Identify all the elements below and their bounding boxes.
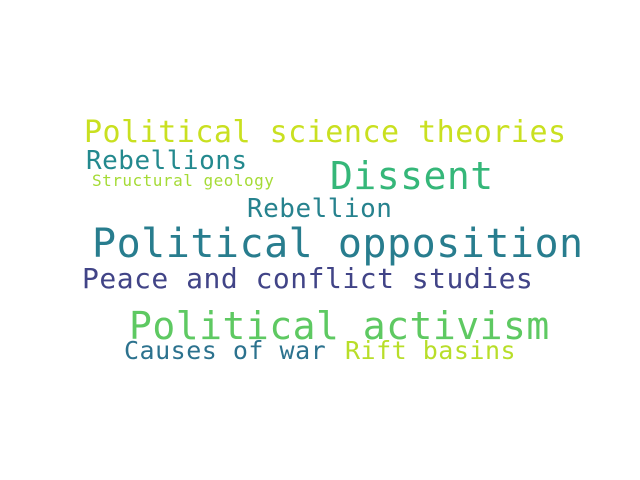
word-structural-geology: Structural geology	[92, 171, 275, 190]
word-rebellion: Rebellion	[247, 194, 393, 224]
word-political-activism: Political activism	[129, 304, 550, 348]
word-political-science-theories: Political science theories	[84, 115, 567, 150]
word-dissent: Dissent	[330, 154, 494, 198]
word-rebellions: Rebellions	[86, 146, 248, 176]
word-rift-basins: Rift basins	[345, 336, 517, 365]
word-political-opposition: Political opposition	[92, 221, 584, 267]
word-causes-of-war: Causes of war	[124, 336, 327, 365]
word-peace-and-conflict-studies: Peace and conflict studies	[82, 262, 534, 295]
